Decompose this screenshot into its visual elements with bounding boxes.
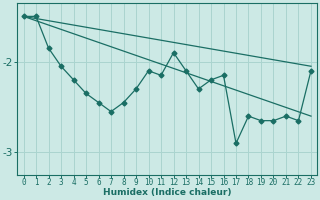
X-axis label: Humidex (Indice chaleur): Humidex (Indice chaleur) bbox=[103, 188, 232, 197]
